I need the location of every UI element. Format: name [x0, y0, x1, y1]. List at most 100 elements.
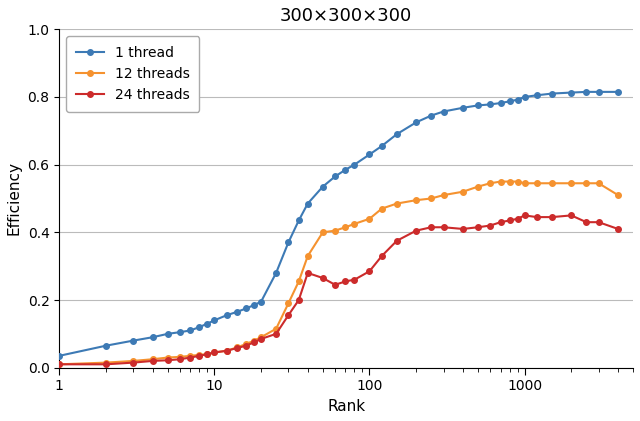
1 thread	[342, 167, 349, 172]
12 threads	[595, 181, 602, 186]
24 threads	[56, 362, 63, 367]
1 thread	[548, 91, 556, 96]
12 threads	[342, 225, 349, 230]
24 threads	[233, 346, 241, 351]
12 threads	[223, 348, 230, 353]
1 thread	[319, 184, 326, 189]
24 threads	[568, 213, 575, 218]
12 threads	[428, 196, 435, 201]
1 thread	[378, 144, 386, 149]
1 thread	[257, 299, 265, 304]
Line: 24 threads: 24 threads	[56, 213, 621, 367]
1 thread	[412, 120, 420, 125]
24 threads	[285, 313, 292, 318]
24 threads	[242, 343, 250, 348]
24 threads	[304, 270, 312, 275]
12 threads	[56, 362, 63, 367]
1 thread	[250, 303, 258, 308]
1 thread	[595, 89, 602, 94]
24 threads	[319, 275, 326, 280]
12 threads	[102, 360, 110, 365]
24 threads	[195, 353, 203, 358]
24 threads	[223, 348, 230, 353]
24 threads	[211, 350, 218, 355]
Line: 12 threads: 12 threads	[56, 179, 621, 367]
12 threads	[332, 228, 339, 233]
12 threads	[204, 352, 211, 357]
12 threads	[412, 197, 420, 203]
24 threads	[474, 225, 482, 230]
12 threads	[250, 338, 258, 343]
24 threads	[506, 218, 513, 223]
12 threads	[272, 326, 280, 331]
24 threads	[440, 225, 447, 230]
1 thread	[56, 353, 63, 358]
1 thread	[223, 313, 230, 318]
1 thread	[521, 94, 529, 99]
12 threads	[195, 352, 203, 357]
12 threads	[242, 341, 250, 346]
12 threads	[351, 221, 358, 226]
12 threads	[257, 335, 265, 340]
12 threads	[129, 358, 137, 363]
24 threads	[393, 238, 401, 243]
1 thread	[474, 103, 482, 108]
12 threads	[233, 345, 241, 350]
1 thread	[164, 331, 172, 336]
1 thread	[242, 306, 250, 311]
1 thread	[304, 201, 312, 206]
24 threads	[342, 279, 349, 284]
12 threads	[440, 192, 447, 197]
1 thread	[514, 97, 522, 102]
24 threads	[533, 215, 541, 220]
24 threads	[521, 213, 529, 218]
Y-axis label: Efficiency: Efficiency	[7, 162, 22, 235]
1 thread	[440, 109, 447, 114]
1 thread	[497, 101, 504, 106]
12 threads	[521, 181, 529, 186]
24 threads	[412, 228, 420, 233]
24 threads	[129, 360, 137, 365]
12 threads	[319, 230, 326, 235]
1 thread	[614, 89, 622, 94]
24 threads	[595, 220, 602, 225]
1 thread	[393, 132, 401, 137]
1 thread	[272, 270, 280, 275]
24 threads	[582, 220, 590, 225]
1 thread	[351, 162, 358, 167]
1 thread	[486, 102, 494, 107]
24 threads	[272, 331, 280, 336]
1 thread	[176, 330, 184, 335]
1 thread	[295, 218, 303, 223]
12 threads	[365, 216, 373, 221]
1 thread	[186, 328, 194, 333]
Legend: 1 thread, 12 threads, 24 threads: 1 thread, 12 threads, 24 threads	[66, 36, 200, 112]
12 threads	[176, 354, 184, 360]
12 threads	[459, 189, 467, 194]
24 threads	[459, 226, 467, 232]
1 thread	[204, 321, 211, 326]
24 threads	[365, 269, 373, 274]
24 threads	[486, 223, 494, 228]
24 threads	[378, 253, 386, 258]
24 threads	[186, 355, 194, 360]
12 threads	[506, 179, 513, 184]
24 threads	[148, 358, 156, 363]
1 thread	[211, 318, 218, 323]
12 threads	[295, 279, 303, 284]
12 threads	[486, 181, 494, 186]
24 threads	[428, 225, 435, 230]
24 threads	[257, 336, 265, 341]
24 threads	[176, 357, 184, 362]
1 thread	[129, 338, 137, 343]
12 threads	[514, 179, 522, 184]
1 thread	[195, 325, 203, 330]
1 thread	[428, 113, 435, 118]
1 thread	[568, 90, 575, 95]
Title: 300×300×300: 300×300×300	[280, 7, 412, 25]
24 threads	[351, 277, 358, 282]
12 threads	[285, 301, 292, 306]
12 threads	[568, 181, 575, 186]
12 threads	[497, 179, 504, 184]
24 threads	[614, 226, 622, 232]
